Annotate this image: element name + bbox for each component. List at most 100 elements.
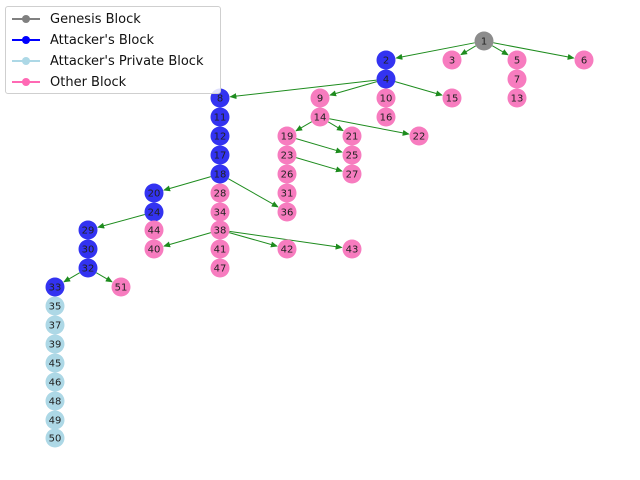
edge-arrow <box>163 176 212 192</box>
genesis-marker-icon <box>12 13 40 25</box>
other-block-circle <box>376 88 396 108</box>
attacker-block-circle <box>210 107 230 127</box>
block-label: 23 <box>281 151 294 162</box>
block-label: 28 <box>214 189 227 200</box>
block-label: 18 <box>214 170 227 181</box>
other-block-circle <box>310 107 330 127</box>
other-block-circle <box>144 239 164 259</box>
block-node-26: 26 <box>277 164 297 184</box>
block-node-6: 6 <box>574 50 594 70</box>
block-label: 44 <box>148 226 161 237</box>
block-label: 17 <box>214 151 227 162</box>
block-label: 30 <box>82 245 95 256</box>
legend-item-genesis: Genesis Block <box>12 10 141 28</box>
legend-label: Attacker's Private Block <box>50 53 204 69</box>
block-label: 51 <box>115 283 128 294</box>
attacker-block-circle <box>210 145 230 165</box>
block-node-4: 4 <box>376 69 396 89</box>
block-node-22: 22 <box>409 126 429 146</box>
block-node-20: 20 <box>144 183 164 203</box>
block-label: 4 <box>383 75 389 86</box>
attacker-block-circle <box>376 69 396 89</box>
block-label: 40 <box>148 245 161 256</box>
other-block-circle <box>210 239 230 259</box>
block-label: 20 <box>148 189 161 200</box>
other-block-circle <box>409 126 429 146</box>
block-node-15: 15 <box>442 88 462 108</box>
block-label: 16 <box>380 113 393 124</box>
edge-arrow <box>228 178 279 208</box>
other-block-circle <box>574 50 594 70</box>
other-block-circle <box>144 220 164 240</box>
other-block-circle <box>277 145 297 165</box>
attacker-block-circle <box>78 220 98 240</box>
edge-arrow <box>63 272 81 283</box>
block-node-32: 32 <box>78 258 98 278</box>
edge-arrow <box>491 45 509 56</box>
block-node-29: 29 <box>78 220 98 240</box>
attacker-block-circle <box>376 50 396 70</box>
edge-arrow <box>97 214 145 229</box>
block-node-36: 36 <box>277 202 297 222</box>
edge-arrow <box>327 121 344 132</box>
block-label: 19 <box>281 132 294 143</box>
block-node-14: 14 <box>310 107 330 127</box>
block-node-49: 49 <box>45 410 65 430</box>
block-label: 33 <box>49 283 62 294</box>
other-marker-icon <box>12 76 40 88</box>
private-block-circle <box>45 410 65 430</box>
other-block-circle <box>210 202 230 222</box>
block-node-45: 45 <box>45 353 65 373</box>
block-label: 37 <box>49 321 62 332</box>
edge-arrow <box>229 79 377 100</box>
block-label: 21 <box>346 132 359 143</box>
private-block-circle <box>45 315 65 335</box>
block-label: 22 <box>413 132 426 143</box>
block-label: 43 <box>346 245 359 256</box>
block-node-17: 17 <box>210 145 230 165</box>
attacker-block-circle <box>210 126 230 146</box>
block-node-12: 12 <box>210 126 230 146</box>
block-node-35: 35 <box>45 296 65 316</box>
block-node-43: 43 <box>342 239 362 259</box>
other-block-circle <box>277 202 297 222</box>
edge-arrow <box>163 232 212 248</box>
block-node-3: 3 <box>442 50 462 70</box>
edge-arrow <box>295 121 313 132</box>
block-node-48: 48 <box>45 391 65 411</box>
private-block-circle <box>45 391 65 411</box>
block-node-23: 23 <box>277 145 297 165</box>
block-label: 41 <box>214 245 227 256</box>
block-node-9: 9 <box>310 88 330 108</box>
block-label: 48 <box>49 397 62 408</box>
other-block-circle <box>342 145 362 165</box>
private-block-circle <box>45 334 65 354</box>
block-label: 7 <box>514 75 520 86</box>
legend-label: Other Block <box>50 74 127 90</box>
block-node-24: 24 <box>144 202 164 222</box>
legend: Genesis Block Attacker's Block Attacker'… <box>5 6 221 94</box>
legend-label: Genesis Block <box>50 11 141 27</box>
block-label: 34 <box>214 208 227 219</box>
block-label: 15 <box>446 94 459 105</box>
block-node-39: 39 <box>45 334 65 354</box>
attacker-marker-icon <box>12 34 40 46</box>
block-label: 8 <box>217 94 223 105</box>
other-block-circle <box>442 50 462 70</box>
attacker-block-circle <box>78 258 98 278</box>
private-block-circle <box>45 296 65 316</box>
block-node-21: 21 <box>342 126 362 146</box>
block-label: 26 <box>281 170 294 181</box>
attacker-block-circle <box>78 239 98 259</box>
other-block-circle <box>507 50 527 70</box>
block-node-33: 33 <box>45 277 65 297</box>
block-label: 3 <box>449 56 455 67</box>
block-label: 47 <box>214 264 227 275</box>
other-block-circle <box>277 126 297 146</box>
other-block-circle <box>277 183 297 203</box>
edge-arrow <box>229 232 278 248</box>
block-label: 24 <box>148 208 161 219</box>
edge-arrow <box>395 42 475 60</box>
block-label: 50 <box>49 434 62 445</box>
block-node-28: 28 <box>210 183 230 203</box>
